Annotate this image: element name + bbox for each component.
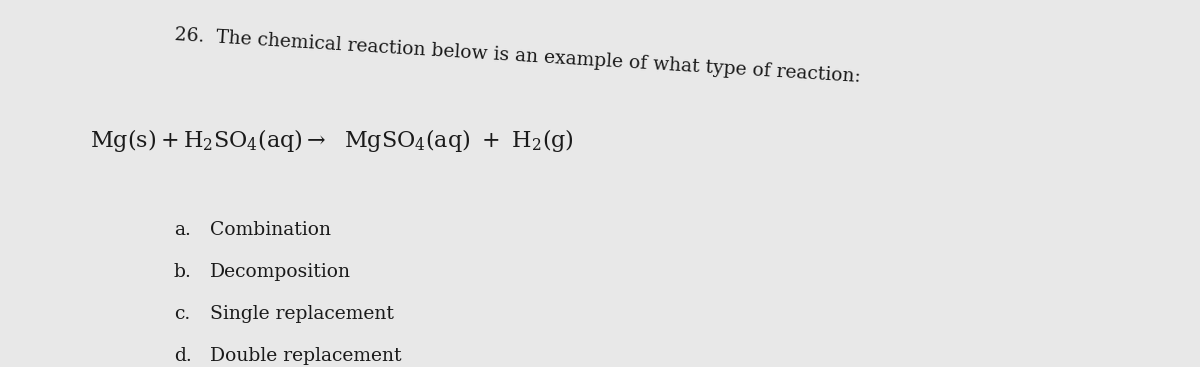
- Text: c.: c.: [174, 305, 191, 323]
- Text: 26.  The chemical reaction below is an example of what type of reaction:: 26. The chemical reaction below is an ex…: [174, 26, 862, 86]
- Text: d.: d.: [174, 348, 192, 366]
- Text: a.: a.: [174, 221, 191, 239]
- Text: b.: b.: [174, 263, 192, 281]
- Text: Decomposition: Decomposition: [210, 263, 352, 281]
- Text: Combination: Combination: [210, 221, 331, 239]
- Text: Single replacement: Single replacement: [210, 305, 394, 323]
- Text: Double replacement: Double replacement: [210, 348, 402, 366]
- Text: $\mathregular{Mg(s) + H_2SO_4(aq) \rightarrow \ \ MgSO_4(aq) \ + \ H_2(g)}$: $\mathregular{Mg(s) + H_2SO_4(aq) \right…: [90, 127, 574, 154]
